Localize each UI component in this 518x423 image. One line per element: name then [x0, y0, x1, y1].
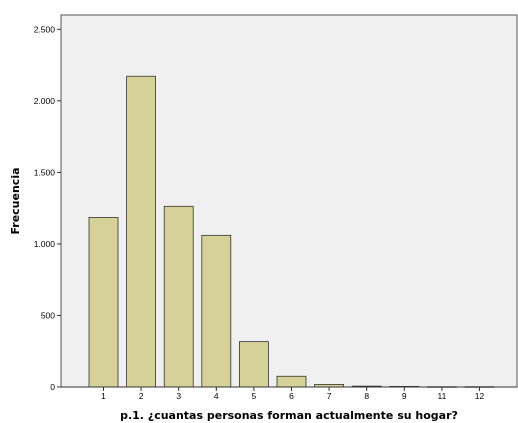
y-tick-label: 1.000	[34, 239, 56, 249]
bar	[201, 234, 232, 388]
x-tick-label: 8	[364, 391, 369, 401]
bars	[88, 75, 495, 388]
y-tick-label: 2.500	[34, 24, 56, 34]
x-tick-label: 5	[252, 391, 257, 401]
bar	[126, 75, 156, 388]
x-tick-label: 7	[327, 391, 332, 401]
x-tick-label: 6	[289, 391, 294, 401]
y-axis-title: Frecuencia	[9, 167, 22, 234]
x-tick-label: 2	[139, 391, 144, 401]
y-tick-label: 2.000	[34, 96, 56, 106]
x-axis: 1 2 3 4 5 6 7 8 9 11 12	[101, 387, 484, 401]
x-axis-title: p.1. ¿cuantas personas forman actualment…	[120, 409, 458, 422]
bar	[163, 205, 194, 388]
y-axis: 0 500 1.000 1.500 2.000 2.500	[34, 24, 61, 392]
y-tick-label: 0	[50, 382, 55, 392]
x-tick-label: 12	[475, 391, 485, 401]
x-tick-label: 3	[176, 391, 181, 401]
x-tick-label: 4	[214, 391, 219, 401]
bar	[88, 217, 119, 388]
bar	[238, 341, 269, 388]
x-tick-label: 9	[402, 391, 407, 401]
bar	[276, 375, 307, 388]
x-tick-label: 11	[437, 391, 446, 401]
x-tick-label: 1	[101, 391, 106, 401]
y-tick-label: 1.500	[34, 167, 56, 177]
y-tick-label: 500	[41, 310, 55, 320]
